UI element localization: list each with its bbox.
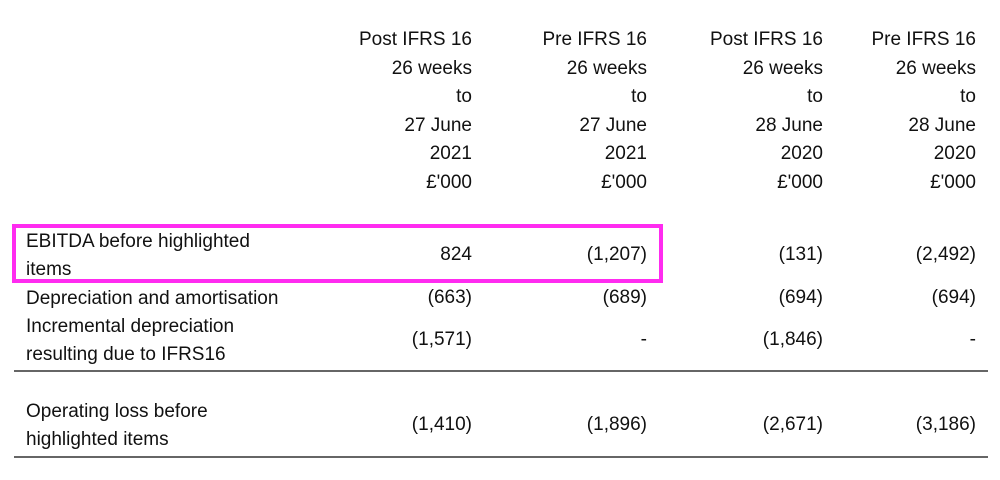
row-label-line: Operating loss before: [26, 401, 208, 422]
column-header-3: Post IFRS 16 26 weeks to 28 June 2020 £'…: [623, 26, 823, 198]
row-label-line: resulting due to IFRS16: [26, 344, 226, 365]
column-header-period: 26 weeks: [391, 57, 472, 79]
table-cell: (694): [778, 287, 823, 308]
column-header-period: 26 weeks: [742, 57, 823, 79]
table-cell: -: [969, 329, 976, 350]
row-label-depreciation: Depreciation and amortisation: [26, 288, 279, 309]
column-header-year: 2020: [933, 143, 976, 165]
column-header-period: 26 weeks: [895, 57, 976, 79]
divider: [14, 370, 988, 372]
row-label-line: EBITDA before highlighted: [26, 231, 250, 252]
column-header-to: to: [456, 86, 472, 108]
column-header-type: Pre IFRS 16: [542, 29, 647, 50]
column-header-type: Post IFRS 16: [710, 29, 823, 50]
row-label-operating-loss: Operating loss before highlighted items: [26, 398, 208, 454]
column-header-2: Pre IFRS 16 26 weeks to 27 June 2021 £'0…: [447, 26, 647, 198]
table-cell: (2,492): [915, 244, 976, 265]
column-header-type: Pre IFRS 16: [871, 29, 976, 50]
table-cell: (1,846): [762, 329, 823, 350]
column-header-1: Post IFRS 16 26 weeks to 27 June 2021 £'…: [272, 26, 472, 198]
row-label-ebitda: EBITDA before highlighted items: [26, 228, 250, 284]
column-header-unit: £'000: [426, 171, 472, 193]
column-header-period: 26 weeks: [566, 57, 647, 79]
column-header-year: 2020: [780, 143, 823, 165]
column-header-to: to: [631, 86, 647, 108]
row-label-line: Incremental depreciation: [26, 316, 235, 337]
table-cell: (1,571): [411, 329, 472, 350]
column-header-date: 28 June: [755, 114, 823, 136]
column-header-unit: £'000: [601, 171, 647, 193]
column-header-to: to: [960, 86, 976, 108]
row-label-line: highlighted items: [26, 429, 169, 450]
column-header-year: 2021: [429, 143, 472, 165]
column-header-date: 28 June: [908, 114, 976, 136]
row-label-incremental-depreciation: Incremental depreciation resulting due t…: [26, 313, 234, 369]
column-header-unit: £'000: [930, 171, 976, 193]
column-header-year: 2021: [604, 143, 647, 165]
table-cell: (1,896): [586, 414, 647, 435]
table-cell: (1,410): [411, 414, 472, 435]
table-cell: 824: [440, 244, 472, 265]
table-cell: (2,671): [762, 414, 823, 435]
table-cell: (1,207): [586, 244, 647, 265]
table-cell: -: [640, 329, 647, 350]
table-cell: (3,186): [915, 414, 976, 435]
table-cell: (663): [427, 287, 472, 308]
column-header-to: to: [807, 86, 823, 108]
table-cell: (689): [602, 287, 647, 308]
column-header-type: Post IFRS 16: [359, 29, 472, 50]
column-header-unit: £'000: [777, 171, 823, 193]
column-header-4: Pre IFRS 16 26 weeks to 28 June 2020 £'0…: [776, 26, 976, 198]
column-header-date: 27 June: [579, 114, 647, 136]
table-cell: (131): [778, 244, 823, 265]
divider: [14, 456, 988, 458]
highlight-box: [12, 224, 663, 283]
table-cell: (694): [931, 287, 976, 308]
column-header-date: 27 June: [404, 114, 472, 136]
row-label-line: items: [26, 259, 72, 280]
